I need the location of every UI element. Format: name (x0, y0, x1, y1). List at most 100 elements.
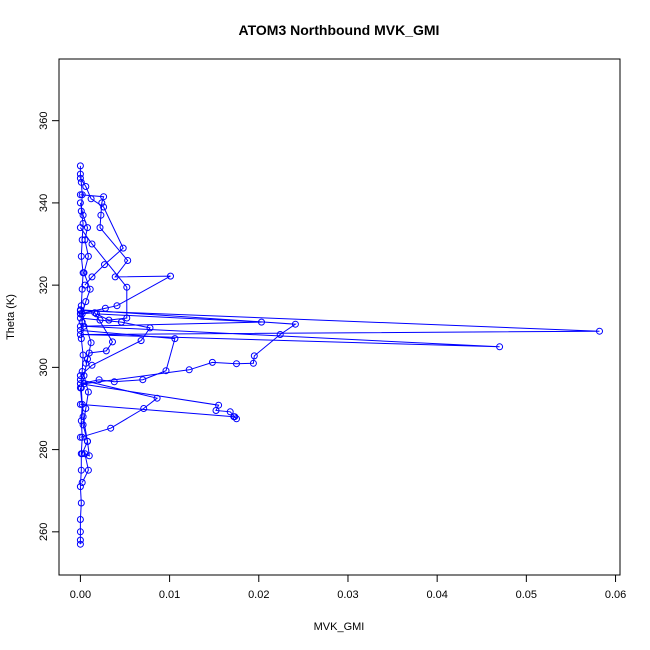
data-point (82, 298, 90, 306)
data-point (78, 310, 86, 318)
data-point (84, 388, 92, 396)
data-point (80, 269, 88, 277)
data-point (76, 372, 84, 380)
data-point (226, 408, 234, 416)
data-point (105, 316, 113, 324)
data-point (249, 359, 257, 367)
data-point (76, 199, 84, 207)
data-point (109, 338, 116, 346)
data-point (84, 252, 92, 260)
plot-frame (58, 58, 621, 576)
data-point (123, 314, 131, 322)
data-point (84, 437, 91, 445)
data-point (102, 347, 110, 355)
data-point (96, 224, 104, 232)
data-point (76, 191, 84, 199)
data-point (96, 316, 104, 324)
data-point (76, 540, 84, 548)
data-point (78, 450, 86, 458)
data-point (78, 479, 86, 486)
data-point (77, 335, 85, 343)
data-point (123, 283, 131, 291)
data-point (76, 170, 84, 178)
data-point (276, 331, 284, 338)
data-point (79, 211, 87, 219)
x-axis-label: MVK_GMI (314, 621, 365, 633)
series-segment (76, 191, 174, 318)
series-segment (76, 376, 161, 441)
data-point (77, 252, 85, 260)
data-point (80, 322, 88, 330)
data-point (84, 355, 91, 363)
data-point (140, 405, 148, 412)
y-tick-label: 300 (38, 358, 50, 376)
series-line (79, 227, 262, 327)
series-line (80, 309, 297, 385)
data-point (76, 326, 84, 334)
data-point (88, 273, 96, 281)
data-point (250, 352, 258, 360)
data-point (86, 285, 94, 293)
data-point (208, 358, 216, 366)
x-axis: 0.00 0.01 0.02 0.03 0.04 0.05 0.06 (70, 574, 626, 601)
data-point (124, 257, 132, 264)
x-tick-label: 0.05 (516, 589, 537, 601)
x-tick-label: 0.01 (159, 589, 180, 601)
series-layer (76, 162, 603, 548)
series-line (80, 317, 151, 376)
data-point (80, 372, 88, 380)
data-point (81, 236, 89, 244)
data-point (76, 162, 84, 170)
series-line (80, 194, 171, 315)
data-point (230, 413, 238, 421)
data-point (81, 450, 89, 458)
data-point (98, 199, 106, 207)
data-point (76, 528, 84, 536)
data-point (113, 302, 121, 310)
series-line (80, 329, 176, 385)
y-tick-label: 360 (38, 111, 50, 129)
data-point (88, 361, 96, 369)
data-point (76, 380, 84, 388)
data-point (137, 337, 145, 345)
data-point (496, 343, 504, 351)
data-point (81, 281, 89, 289)
data-point (146, 324, 154, 332)
series-line (80, 379, 159, 438)
data-point (79, 421, 87, 429)
x-tick-label: 0.02 (248, 589, 269, 601)
data-point (77, 466, 85, 474)
data-point (291, 320, 299, 328)
data-point (87, 339, 95, 347)
series-segment (76, 380, 240, 423)
y-axis: 260 280 300 320 340 360 (38, 111, 60, 541)
data-point (76, 384, 84, 392)
data-point (76, 536, 84, 544)
series-segment (76, 224, 265, 330)
y-axis-label: Theta (K) (5, 294, 17, 340)
data-point (101, 261, 108, 269)
x-tick-label: 0.04 (426, 589, 447, 601)
data-point (79, 351, 87, 359)
series-segment (76, 307, 603, 351)
data-point (76, 376, 84, 384)
series-segment (76, 199, 95, 458)
x-tick-label: 0.03 (337, 589, 358, 601)
data-point (171, 335, 179, 343)
series-segment (76, 314, 154, 380)
data-point (139, 376, 147, 384)
data-point (233, 360, 240, 368)
data-point (162, 367, 170, 375)
data-point (82, 183, 90, 190)
data-point (167, 272, 174, 280)
y-tick-label: 340 (38, 194, 50, 212)
data-point (97, 211, 105, 219)
data-point (185, 366, 193, 374)
chart-title: ATOM3 Northbound MVK_GMI (239, 22, 440, 38)
data-point (117, 318, 125, 326)
y-tick-label: 280 (38, 440, 50, 458)
data-point (84, 224, 91, 232)
y-tick-label: 260 (38, 523, 50, 541)
data-point (77, 499, 85, 507)
